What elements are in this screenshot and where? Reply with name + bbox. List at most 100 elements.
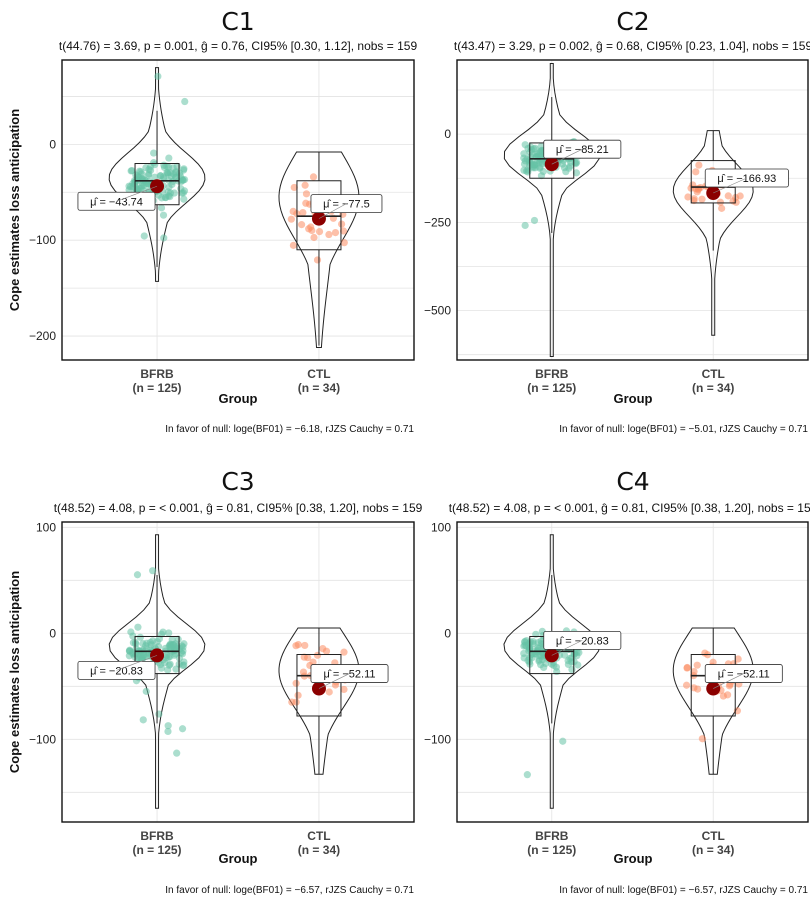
data-point — [695, 161, 703, 169]
violin — [503, 534, 601, 809]
mean-label-leader — [318, 203, 347, 219]
data-point — [164, 666, 172, 674]
data-point — [173, 749, 181, 757]
data-point — [522, 167, 531, 175]
data-point — [562, 168, 570, 176]
panel-title: C3 — [221, 467, 254, 496]
data-point — [683, 663, 691, 672]
data-point — [693, 661, 701, 669]
data-point — [299, 208, 307, 217]
data-point — [558, 160, 567, 168]
data-point — [287, 215, 295, 223]
mean-label-leader — [551, 640, 583, 656]
data-point — [150, 149, 158, 157]
y-tick-label: 0 — [444, 626, 451, 640]
data-point — [164, 192, 173, 200]
panel-caption: In favor of null: loge(BF01) = −6.57, rJ… — [559, 885, 808, 896]
data-point — [164, 722, 172, 730]
data-point — [718, 204, 726, 212]
data-point — [724, 192, 732, 200]
plot-frame — [61, 521, 415, 823]
data-point — [310, 233, 318, 242]
data-point — [136, 633, 144, 641]
group-ctl: μ̂ = −166.93 — [672, 130, 789, 336]
group-ctl: μ̂ = −77.5 — [278, 151, 383, 349]
data-point — [134, 623, 142, 631]
violin — [278, 151, 360, 349]
y-tick-label: −100 — [29, 233, 56, 247]
data-point — [520, 642, 528, 650]
data-point — [313, 256, 322, 264]
x-tick-label: (n = 34) — [298, 843, 340, 857]
data-point — [157, 664, 166, 672]
panel-c1: C1 t(44.76) = 3.69, p = 0.001, ĝ = 0.76, … — [7, 7, 417, 435]
data-point — [520, 154, 528, 162]
data-point — [135, 167, 144, 175]
violin — [672, 130, 754, 336]
data-point — [164, 170, 172, 178]
violin — [108, 534, 206, 809]
data-point — [160, 234, 168, 242]
box — [296, 180, 342, 251]
data-point — [716, 198, 725, 206]
mean-label-leader — [713, 673, 744, 689]
data-point — [140, 176, 148, 184]
y-tick-label: −100 — [424, 732, 451, 746]
data-point — [180, 195, 188, 203]
x-tick-label: (n = 34) — [298, 381, 340, 395]
data-point — [165, 154, 173, 162]
data-point — [315, 228, 324, 236]
data-point — [535, 651, 543, 660]
data-point — [139, 716, 147, 724]
plot-frame — [456, 521, 809, 823]
y-tick-label: −100 — [29, 732, 56, 746]
mean-label-leader — [551, 148, 583, 165]
data-point — [301, 181, 309, 189]
x-tick-label: CTL — [307, 367, 330, 381]
data-point — [690, 667, 698, 676]
data-point — [154, 72, 162, 80]
data-point — [162, 654, 170, 662]
data-point — [559, 737, 567, 745]
data-point — [684, 193, 692, 201]
data-point — [142, 687, 150, 695]
data-point — [530, 216, 539, 225]
data-point — [520, 160, 529, 168]
data-point — [178, 189, 186, 197]
y-tick-label: −200 — [29, 329, 56, 343]
group-bfrb: μ̂ = −20.83 — [77, 534, 206, 809]
data-point — [574, 661, 582, 669]
data-point — [537, 172, 546, 180]
data-point — [165, 183, 173, 191]
panel-c3: C3 t(48.52) = 4.08, p = < 0.001, ĝ = 0.81… — [7, 467, 423, 896]
mean-label: μ̂ = −43.74 — [90, 196, 143, 208]
group-bfrb: μ̂ = −43.74 — [77, 67, 206, 282]
data-point — [331, 228, 340, 237]
y-axis-label: Cope estimates loss anticipation — [7, 571, 22, 773]
data-point — [301, 641, 309, 650]
data-point — [289, 241, 298, 249]
data-point — [149, 567, 157, 575]
y-axis-label: Cope estimates loss anticipation — [7, 109, 22, 311]
mean-label: μ̂ = −85.21 — [556, 144, 609, 156]
data-point — [573, 158, 581, 167]
data-point — [325, 230, 333, 239]
data-point — [340, 685, 348, 694]
y-tick-label: −500 — [424, 304, 451, 318]
group-bfrb: μ̂ = −20.83 — [503, 534, 622, 809]
violin — [503, 63, 600, 357]
x-tick-label: (n = 125) — [133, 843, 182, 857]
data-point — [290, 183, 298, 192]
group-bfrb: μ̂ = −85.21 — [503, 63, 622, 357]
mean-label-leader — [116, 185, 158, 202]
data-point — [181, 97, 189, 106]
data-point — [173, 642, 181, 650]
data-point — [521, 141, 529, 149]
data-point — [340, 239, 348, 247]
y-tick-label: −250 — [424, 215, 451, 229]
data-point — [682, 681, 691, 689]
data-point — [172, 665, 180, 673]
x-axis-label: Group — [614, 851, 653, 866]
mean-label-leader — [318, 673, 350, 689]
x-tick-label: CTL — [307, 829, 330, 843]
